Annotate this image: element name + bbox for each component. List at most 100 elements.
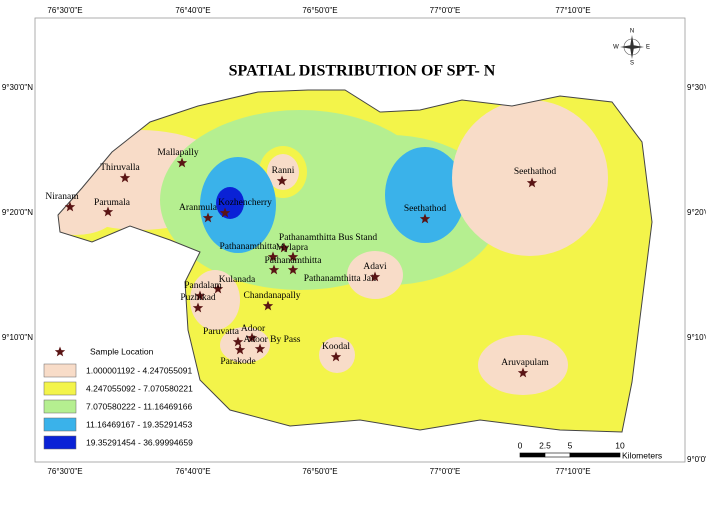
scale-label: 0 <box>518 440 523 450</box>
place-label: Parumala <box>94 198 131 208</box>
sample-star <box>369 271 381 282</box>
place-label: Aruvapulam <box>501 358 549 368</box>
sample-star <box>254 343 266 354</box>
place-label: Pathanamthitta Bus Stand <box>279 233 377 243</box>
place-label: Thiruvalla <box>100 163 140 173</box>
compass: N S E W <box>613 29 650 67</box>
sample-star <box>526 177 538 188</box>
legend-label: 1.000001192 - 4.247055091 <box>86 365 192 375</box>
place-label: Adoor <box>241 324 266 334</box>
place-label: Seethathod <box>514 167 556 177</box>
scale-segment <box>569 452 621 458</box>
legend-label: 7.070580222 - 11.16469166 <box>86 401 192 411</box>
sample-star <box>276 175 288 186</box>
sample-star <box>287 264 299 275</box>
sample-star <box>517 367 529 378</box>
lon-label: 76°30'0"E <box>47 6 82 15</box>
scale-label: 10 <box>615 440 625 450</box>
zone <box>385 147 465 243</box>
sample-star <box>212 283 224 294</box>
map-title: SPATIAL DISTRIBUTION OF SPT- N <box>229 63 496 80</box>
lon-label: 76°50'0"E <box>302 467 337 476</box>
zone <box>220 327 270 363</box>
place-label: Seethathod <box>404 204 446 214</box>
lat-label: 9°20'0"N <box>2 208 33 217</box>
sample-star <box>219 207 231 218</box>
zone <box>478 335 568 395</box>
place-label: Niranam <box>45 192 79 202</box>
legend-label: 4.247055092 - 7.070580221 <box>86 383 193 393</box>
sample-star <box>194 290 206 301</box>
sample-star <box>330 351 342 362</box>
sample-star <box>287 251 299 262</box>
lon-label: 76°40'0"E <box>175 6 210 15</box>
zone <box>216 187 244 219</box>
place-label: Pathanamthitta Jail <box>304 274 377 284</box>
compass-w: W <box>613 45 619 51</box>
sample-star <box>119 172 131 183</box>
lon-label: 76°30'0"E <box>47 467 82 476</box>
lat-label: 9°0'0"N <box>687 455 706 464</box>
scale-label: 2.5 <box>539 440 551 450</box>
compass-needle <box>620 35 644 59</box>
lon-label: 77°0'0"E <box>430 467 461 476</box>
scale-label: 5 <box>568 440 573 450</box>
place-label: Pathanamthitta <box>220 242 278 252</box>
lon-label: 77°10'0"E <box>555 6 590 15</box>
legend-label: 19.35291454 - 36.99994659 <box>86 437 193 447</box>
scale-unit: Kilometers <box>622 450 662 460</box>
legend-swatch <box>43 399 77 414</box>
lat-label: 9°30'0"N <box>2 83 33 92</box>
sample-star <box>262 300 274 311</box>
compass-e: E <box>646 45 650 51</box>
zone <box>452 100 608 256</box>
sample-star <box>267 251 279 262</box>
sample-star <box>176 157 188 168</box>
map-frame <box>34 17 686 463</box>
place-label: Koodal <box>322 342 350 352</box>
place-label: Mallapally <box>157 148 198 158</box>
sample-star <box>419 213 431 224</box>
sample-star <box>64 201 76 212</box>
sample-star <box>102 206 114 217</box>
sample-star <box>234 344 246 355</box>
scale-segment <box>544 452 571 458</box>
legend-swatch <box>43 417 77 432</box>
lon-label: 77°0'0"E <box>430 6 461 15</box>
scale-segment <box>519 452 546 458</box>
legend-swatch <box>43 381 77 396</box>
compass-s: S <box>630 61 634 67</box>
place-label: Aranmula <box>179 203 218 213</box>
place-label: Puzhikad <box>180 293 216 303</box>
zone <box>190 270 240 330</box>
sample-star <box>278 242 290 253</box>
place-label: Adavi <box>363 262 387 272</box>
sample-star <box>192 302 204 313</box>
legend-star <box>54 346 66 357</box>
place-label: Parakode <box>220 357 255 367</box>
legend-label: Sample Location <box>90 346 154 356</box>
zone <box>58 195 115 235</box>
sample-star <box>246 332 258 343</box>
lon-label: 77°10'0"E <box>555 467 590 476</box>
place-label: Pandalam <box>184 281 222 291</box>
place-label: Mylapra <box>276 243 309 253</box>
place-label: Kozhencherry <box>218 198 272 208</box>
zone <box>267 154 299 190</box>
legend-swatch <box>43 363 77 378</box>
lat-label: 9°10'0"N <box>2 333 33 342</box>
lat-label: 9°30'0"N <box>687 83 706 92</box>
legend-swatch <box>43 435 77 450</box>
place-label: Ranni <box>272 166 295 176</box>
sample-star <box>232 336 244 347</box>
place-label: Pathanamthitta <box>265 256 323 266</box>
legend-label: 11.16469167 - 19.35291453 <box>86 419 192 429</box>
place-label: Adoor By Pass <box>243 335 300 345</box>
compass-n: N <box>630 29 634 35</box>
sample-star <box>268 264 280 275</box>
lat-label: 9°20'0"N <box>687 208 706 217</box>
place-label: Paruvatta <box>203 327 240 337</box>
lon-label: 76°40'0"E <box>175 467 210 476</box>
lon-label: 76°50'0"E <box>302 6 337 15</box>
